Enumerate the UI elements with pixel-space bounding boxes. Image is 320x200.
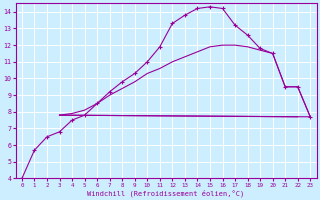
X-axis label: Windchill (Refroidissement éolien,°C): Windchill (Refroidissement éolien,°C)	[87, 189, 245, 197]
